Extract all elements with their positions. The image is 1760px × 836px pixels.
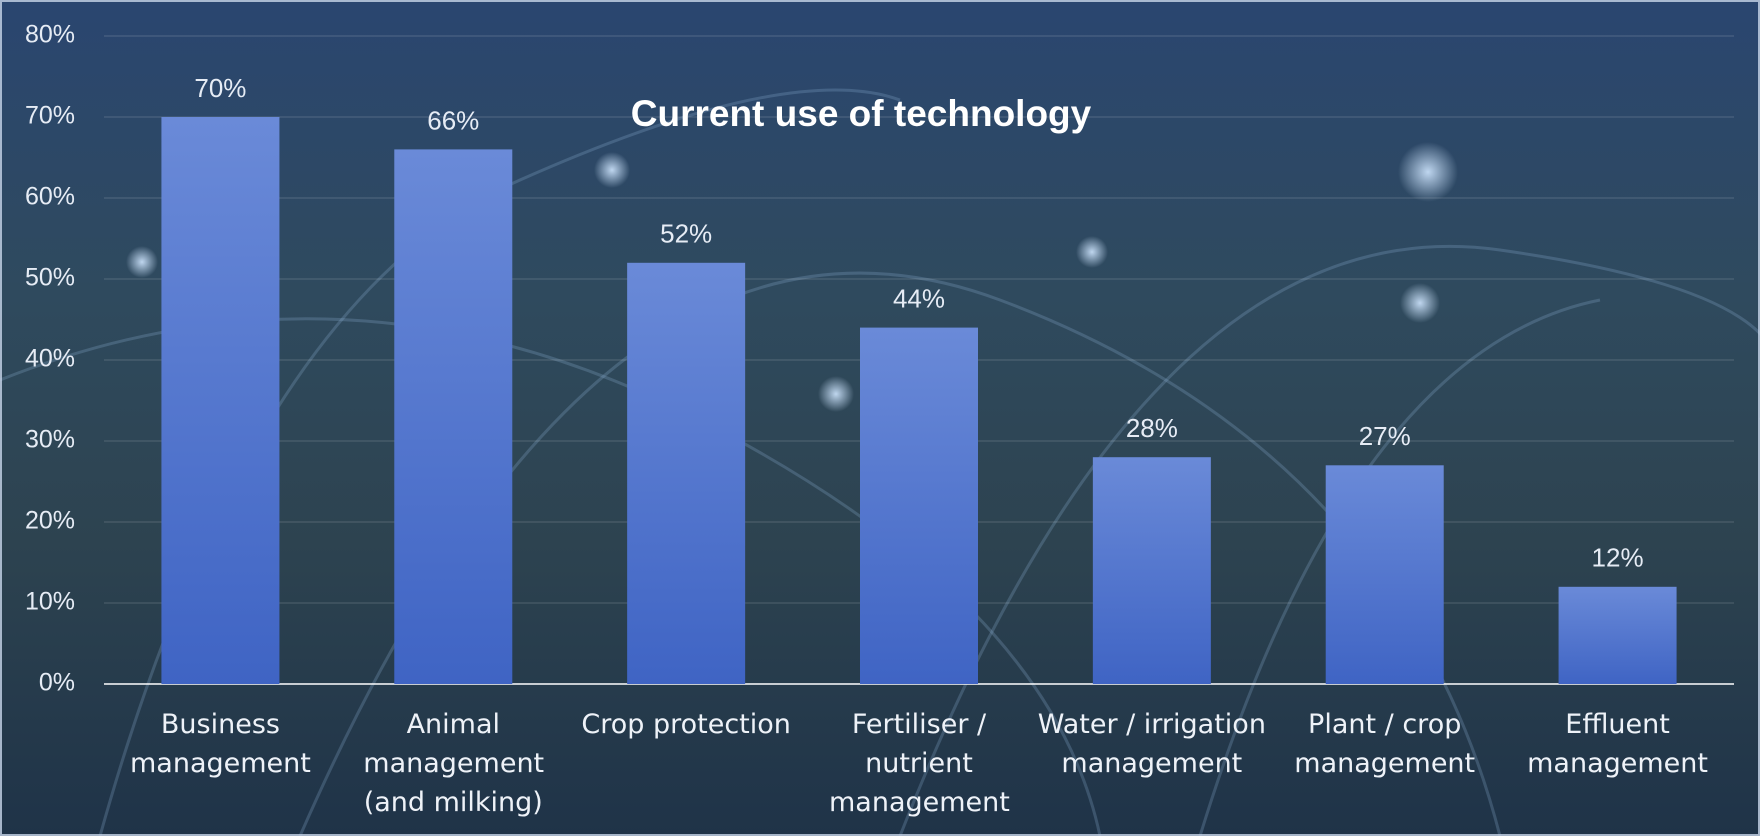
y-tick-label: 40% bbox=[25, 345, 75, 373]
value-label: 44% bbox=[893, 283, 945, 313]
y-tick-label: 60% bbox=[25, 183, 75, 211]
y-tick-label: 70% bbox=[25, 102, 75, 130]
y-tick-label: 20% bbox=[25, 507, 75, 535]
y-tick-label: 0% bbox=[39, 669, 75, 697]
y-tick-label: 50% bbox=[25, 264, 75, 292]
x-tick-label: Fertiliser / nutrient management bbox=[829, 705, 1009, 822]
x-tick-label: Crop protection bbox=[570, 705, 802, 744]
bar bbox=[860, 328, 978, 684]
value-label: 28% bbox=[1126, 413, 1178, 443]
x-tick-label: Effluent management bbox=[1502, 705, 1734, 783]
value-label: 12% bbox=[1592, 543, 1644, 573]
value-label: 52% bbox=[660, 219, 712, 249]
x-tick-label: Plant / crop management bbox=[1269, 705, 1501, 783]
y-tick-label: 10% bbox=[25, 588, 75, 616]
value-label: 27% bbox=[1359, 421, 1411, 451]
chart-title: Current use of technology bbox=[631, 93, 1092, 134]
bar bbox=[161, 117, 279, 684]
bar bbox=[1093, 457, 1211, 684]
x-tick-label: Business management bbox=[104, 705, 336, 783]
background-glows bbox=[126, 142, 1458, 412]
bar bbox=[627, 263, 745, 684]
bar bbox=[1326, 465, 1444, 684]
x-tick-label: Animal management (and milking) bbox=[363, 705, 543, 822]
bar bbox=[1559, 587, 1677, 684]
chart-area: Current use of technology 0% 10% 20% 30% 40%… bbox=[0, 0, 1760, 836]
y-tick-label: 80% bbox=[25, 21, 75, 49]
value-label: 66% bbox=[427, 105, 479, 135]
bar bbox=[394, 149, 512, 684]
value-label: 70% bbox=[194, 73, 246, 103]
y-tick-label: 30% bbox=[25, 426, 75, 454]
x-tick-label: Water / irrigation management bbox=[1036, 705, 1268, 783]
